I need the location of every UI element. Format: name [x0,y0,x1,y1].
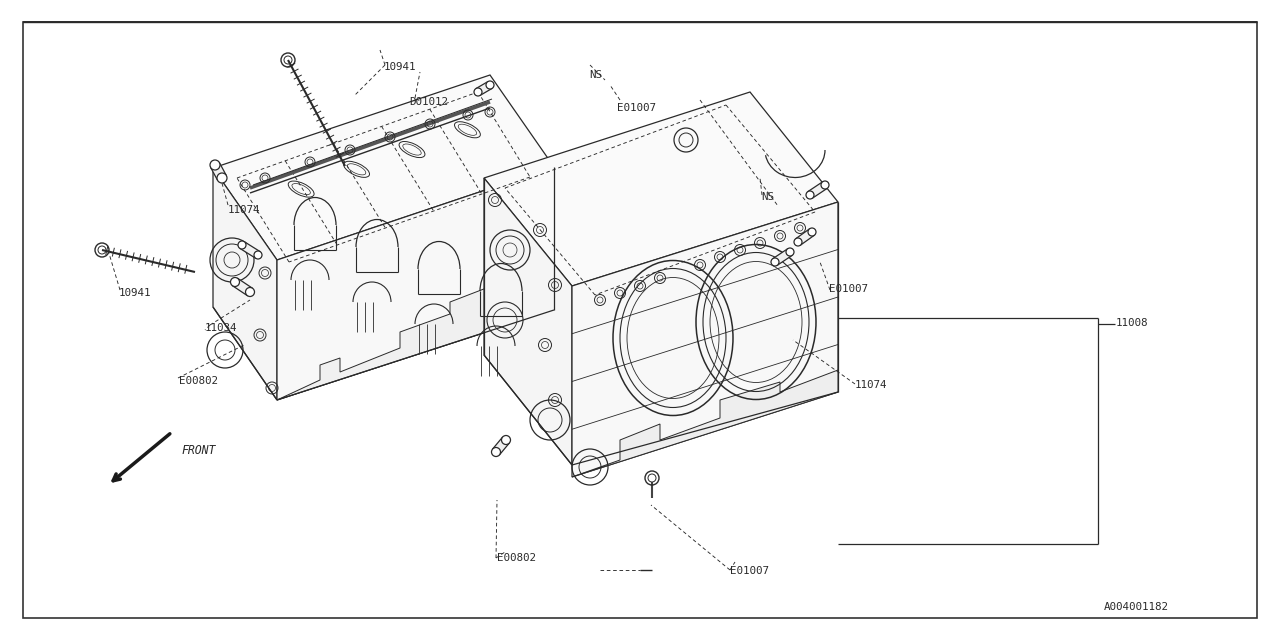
Ellipse shape [246,287,255,296]
Polygon shape [773,249,792,266]
Text: D01012: D01012 [410,97,448,108]
Ellipse shape [474,88,483,96]
Ellipse shape [218,173,227,183]
Text: E01007: E01007 [730,566,768,576]
Polygon shape [276,167,554,400]
Text: 11074: 11074 [228,205,260,215]
Polygon shape [484,92,838,286]
Polygon shape [212,168,276,400]
Polygon shape [211,163,227,180]
Polygon shape [484,178,572,465]
Ellipse shape [492,447,500,456]
Ellipse shape [253,251,262,259]
Polygon shape [572,202,838,477]
Ellipse shape [806,191,814,199]
Text: E00802: E00802 [179,376,218,386]
Text: E00802: E00802 [497,553,535,563]
Text: 11074: 11074 [855,380,887,390]
Ellipse shape [486,81,494,89]
Ellipse shape [808,228,817,236]
Polygon shape [796,228,814,245]
Ellipse shape [786,248,794,256]
Polygon shape [276,262,554,400]
Polygon shape [808,182,827,198]
Polygon shape [239,242,260,259]
Ellipse shape [794,238,803,246]
Text: NS: NS [762,192,774,202]
Ellipse shape [771,258,780,266]
Text: 10941: 10941 [384,62,416,72]
Polygon shape [233,278,252,296]
Polygon shape [572,370,838,477]
Polygon shape [476,81,492,95]
Text: FRONT: FRONT [182,444,216,457]
Text: NS: NS [589,70,602,80]
Text: 11008: 11008 [1116,318,1148,328]
Text: A004001182: A004001182 [1103,602,1169,612]
Ellipse shape [230,278,239,287]
Polygon shape [212,75,554,260]
Ellipse shape [502,435,511,445]
Polygon shape [493,437,509,455]
Text: E01007: E01007 [617,102,655,113]
Text: 11034: 11034 [205,323,237,333]
Ellipse shape [820,181,829,189]
Text: 10941: 10941 [119,288,151,298]
Text: E01007: E01007 [829,284,868,294]
Ellipse shape [238,241,246,249]
Ellipse shape [210,160,220,170]
